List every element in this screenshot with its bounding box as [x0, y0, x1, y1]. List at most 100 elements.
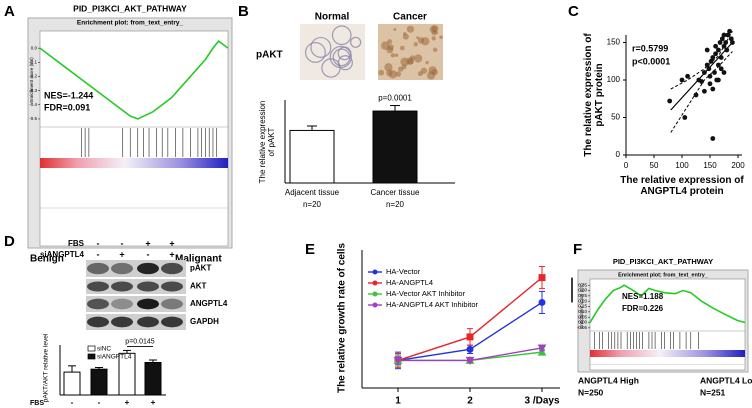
y-tick-label: -0.1 [29, 59, 37, 64]
condition-label: FBS [68, 239, 85, 248]
blot-strip [86, 260, 186, 277]
ci-line [670, 51, 733, 133]
point [702, 88, 707, 94]
ihc-texture [406, 57, 414, 65]
condition-value: + [119, 249, 124, 259]
panel-letter: A [4, 3, 15, 20]
point [713, 43, 718, 49]
point [723, 40, 729, 45]
band-label: GAPDH [190, 317, 219, 326]
blot-band [137, 316, 159, 328]
panel-letter: F [573, 241, 582, 258]
group-label: ANGPTL4 Low [700, 375, 752, 385]
rank-color-bar [590, 350, 745, 357]
legend-marker [372, 280, 378, 286]
marker [393, 356, 403, 365]
point [704, 47, 710, 53]
bar [144, 362, 162, 396]
point [710, 86, 716, 92]
blot-band [87, 316, 109, 328]
legend-label: HA-ANGPTL4 AKT Inhibitor [386, 300, 478, 309]
rank-color-bar [40, 158, 228, 168]
point [721, 32, 727, 38]
blot-band [137, 281, 159, 292]
ihc-texture [431, 36, 436, 41]
ihc-texture [414, 54, 423, 63]
point [718, 55, 724, 60]
marker [538, 298, 546, 306]
ihc-texture [388, 70, 398, 79]
blot-band [161, 281, 183, 292]
point [727, 28, 732, 34]
band-label: AKT [190, 282, 207, 291]
x-axis-label: FBS [30, 400, 44, 407]
condition-label: siANGPTL4 [40, 250, 85, 259]
point [713, 51, 718, 57]
condition-value: - [121, 238, 124, 248]
blot-strip [86, 296, 186, 312]
blot-band [87, 281, 109, 292]
image-label: Cancer [393, 12, 427, 23]
blot-band [137, 298, 159, 310]
point [730, 40, 735, 45]
x-tick-label: - [98, 398, 101, 407]
y-axis-label: Enrichment score (ES) [29, 57, 34, 103]
marker [538, 274, 546, 282]
group-label: N=251 [700, 387, 726, 397]
bar [63, 371, 81, 396]
blot-band [111, 298, 133, 310]
condition-value: - [97, 249, 100, 259]
x-tick-label: Cancer tissue [371, 188, 420, 197]
ihc-texture [378, 69, 385, 76]
gsea-title: PID_PI3KCI_AKT_PATHWAY [73, 3, 187, 13]
condition-value: + [145, 238, 150, 248]
point [724, 47, 730, 53]
point [706, 66, 712, 72]
x-tick-label: 150 [703, 161, 717, 170]
point [710, 55, 716, 60]
point [728, 36, 734, 42]
annotation: p=0.0001 [378, 94, 412, 103]
blot-band [161, 298, 183, 310]
ihc-texture [439, 35, 443, 40]
y-tick-label: -0.2 [29, 74, 37, 79]
ihc-texture [332, 48, 351, 67]
legend-marker [372, 291, 378, 297]
group-label: N=250 [578, 387, 604, 397]
blot-strip [86, 279, 186, 294]
legend-label: siNC [97, 346, 111, 353]
x-tick-label: Adjacent tissue [285, 188, 340, 197]
y-tick-label: -0.4 [29, 102, 37, 107]
point [667, 98, 673, 104]
ihc-texture [426, 71, 436, 80]
legend-marker [372, 302, 378, 308]
point [718, 66, 724, 72]
y-tick-label: 0 [616, 150, 621, 159]
condition-value: + [169, 238, 174, 248]
blot-band [87, 298, 109, 310]
ihc-texture [310, 36, 332, 58]
x-tick-label: 100 [675, 161, 689, 170]
annotation: FDR=0.091 [44, 102, 90, 112]
blot-band [161, 262, 183, 275]
ihc-texture [331, 25, 352, 46]
point [716, 62, 721, 68]
point [704, 62, 710, 68]
y-tick-label: 0.25 [578, 293, 587, 298]
gsea-subtitle: Enrichment plot: from_text_entry_ [618, 272, 709, 278]
panel-letter: E [305, 241, 315, 258]
ihc-texture [329, 45, 352, 69]
ihc-texture [393, 28, 397, 32]
bar [372, 110, 418, 184]
blot-band [137, 262, 159, 275]
point [717, 40, 723, 45]
y-tick-label: 0.10 [578, 309, 587, 314]
x-tick-label: - [71, 398, 74, 407]
point [685, 73, 690, 79]
ihc-texture [432, 47, 438, 53]
legend-marker [372, 269, 378, 275]
y-tick-label: 0.30 [578, 288, 587, 293]
x-tick-label: 3 /Days [524, 396, 559, 407]
bar [289, 129, 335, 184]
blot-band [111, 281, 133, 292]
